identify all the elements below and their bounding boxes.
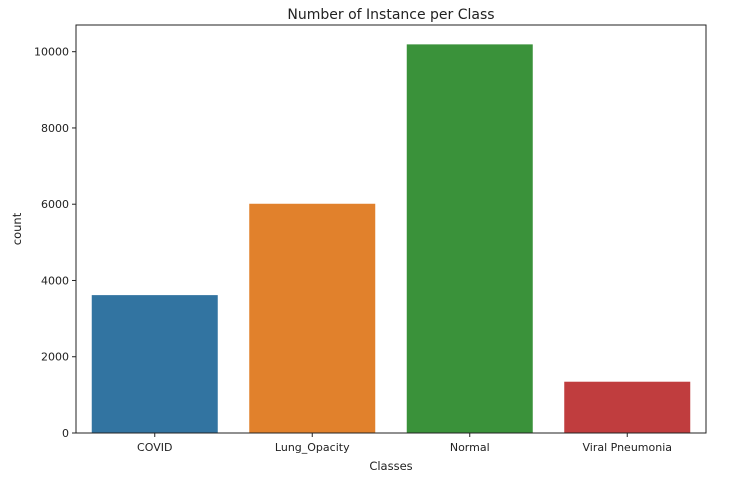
y-tick-label: 0 — [62, 427, 69, 440]
y-tick-label: 6000 — [41, 198, 69, 211]
bars-group — [91, 44, 691, 433]
y-tick-label: 10000 — [34, 46, 69, 59]
y-tick-label: 4000 — [41, 274, 69, 287]
bar-viral-pneumonia — [564, 381, 691, 433]
y-tick-label: 2000 — [41, 351, 69, 364]
x-axis-label: Classes — [369, 459, 412, 473]
bar-covid — [91, 295, 218, 433]
x-tick-label: Viral Pneumonia — [582, 441, 672, 454]
plot-area-frame — [75, 24, 707, 434]
x-axis: COVID Lung_Opacity Normal Viral Pneumonia — [137, 433, 672, 454]
chart-title: Number of Instance per Class — [287, 7, 494, 23]
y-axis: 0 2000 4000 6000 8000 10000 — [34, 46, 76, 440]
bar-normal — [406, 44, 533, 433]
x-tick-label: Normal — [450, 441, 490, 454]
bar-lung-opacity — [249, 203, 376, 433]
y-tick-label: 8000 — [41, 122, 69, 135]
y-axis-label: count — [10, 212, 24, 245]
x-tick-label: COVID — [137, 441, 172, 454]
x-tick-label: Lung_Opacity — [275, 441, 350, 454]
